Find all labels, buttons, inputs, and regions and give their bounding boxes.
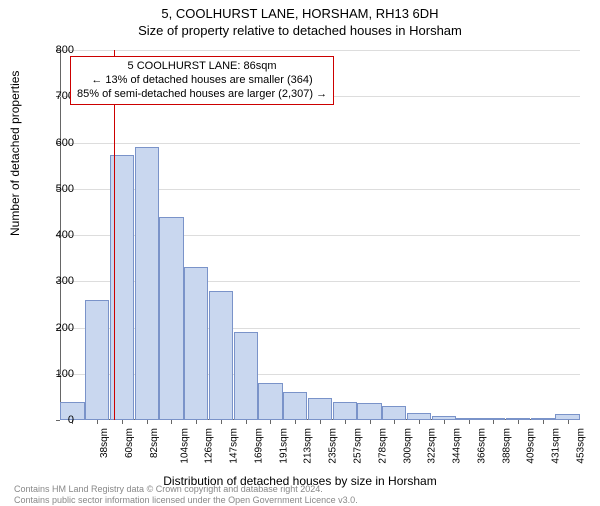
x-tick-label: 169sqm xyxy=(254,428,265,464)
chart-area xyxy=(60,50,580,420)
x-tick-mark xyxy=(320,420,321,424)
x-tick-mark xyxy=(394,420,395,424)
gridline xyxy=(60,143,580,144)
x-tick-label: 191sqm xyxy=(278,428,289,464)
x-tick-label: 126sqm xyxy=(204,428,215,464)
chart-subtitle: Size of property relative to detached ho… xyxy=(0,23,600,38)
histogram-bar xyxy=(234,332,258,420)
histogram-bar xyxy=(308,398,332,420)
histogram-bar xyxy=(333,402,357,421)
x-tick-label: 322sqm xyxy=(427,428,438,464)
y-tick-label: 600 xyxy=(44,137,74,149)
y-tick-label: 100 xyxy=(44,368,74,380)
x-tick-label: 388sqm xyxy=(501,428,512,464)
histogram-bar xyxy=(357,403,381,420)
histogram-bar xyxy=(407,413,431,420)
footer-line-1: Contains HM Land Registry data © Crown c… xyxy=(14,484,358,494)
x-tick-mark xyxy=(295,420,296,424)
x-tick-mark xyxy=(221,420,222,424)
annotation-line-2: ← 13% of detached houses are smaller (36… xyxy=(77,74,327,88)
histogram-bar xyxy=(159,217,183,421)
histogram-bar xyxy=(283,392,307,420)
x-tick-label: 213sqm xyxy=(303,428,314,464)
x-tick-label: 431sqm xyxy=(551,428,562,464)
x-tick-mark xyxy=(543,420,544,424)
x-tick-label: 147sqm xyxy=(229,428,240,464)
x-tick-label: 38sqm xyxy=(99,428,110,458)
x-tick-label: 344sqm xyxy=(452,428,463,464)
x-tick-label: 278sqm xyxy=(377,428,388,464)
x-tick-mark xyxy=(493,420,494,424)
x-tick-mark xyxy=(518,420,519,424)
histogram-bar xyxy=(110,155,134,420)
x-tick-mark xyxy=(345,420,346,424)
reference-line xyxy=(114,50,115,420)
x-tick-mark xyxy=(97,420,98,424)
x-tick-mark xyxy=(196,420,197,424)
x-tick-mark xyxy=(171,420,172,424)
plot-area xyxy=(60,50,580,420)
annotation-line-3: 85% of semi-detached houses are larger (… xyxy=(77,88,327,102)
histogram-bar xyxy=(85,300,109,420)
x-tick-mark xyxy=(122,420,123,424)
x-tick-label: 104sqm xyxy=(179,428,190,464)
y-tick-label: 200 xyxy=(44,322,74,334)
gridline xyxy=(60,50,580,51)
y-tick-label: 400 xyxy=(44,229,74,241)
annotation-box: 5 COOLHURST LANE: 86sqm← 13% of detached… xyxy=(70,56,334,105)
histogram-bar xyxy=(135,147,159,420)
annotation-line-1: 5 COOLHURST LANE: 86sqm xyxy=(77,60,327,74)
y-axis-label: Number of detached properties xyxy=(8,71,22,236)
chart-title: 5, COOLHURST LANE, HORSHAM, RH13 6DH xyxy=(0,6,600,21)
histogram-bar xyxy=(184,267,208,420)
x-tick-label: 60sqm xyxy=(124,428,135,458)
y-tick-label: 800 xyxy=(44,44,74,56)
x-tick-mark xyxy=(419,420,420,424)
footer-attribution: Contains HM Land Registry data © Crown c… xyxy=(14,484,358,505)
y-tick-label: 500 xyxy=(44,183,74,195)
x-tick-label: 235sqm xyxy=(328,428,339,464)
x-tick-mark xyxy=(270,420,271,424)
x-tick-label: 453sqm xyxy=(575,428,586,464)
histogram-bar xyxy=(258,383,282,420)
histogram-bar xyxy=(382,406,406,420)
y-tick-label: 300 xyxy=(44,275,74,287)
x-tick-mark xyxy=(469,420,470,424)
x-tick-label: 82sqm xyxy=(149,428,160,458)
x-tick-label: 300sqm xyxy=(402,428,413,464)
histogram-bar xyxy=(209,291,233,421)
y-tick-label: 0 xyxy=(44,414,74,426)
x-tick-label: 409sqm xyxy=(526,428,537,464)
x-tick-mark xyxy=(444,420,445,424)
x-tick-mark xyxy=(370,420,371,424)
x-tick-label: 257sqm xyxy=(353,428,364,464)
x-tick-mark xyxy=(568,420,569,424)
x-tick-mark xyxy=(246,420,247,424)
x-tick-mark xyxy=(147,420,148,424)
x-tick-label: 366sqm xyxy=(476,428,487,464)
